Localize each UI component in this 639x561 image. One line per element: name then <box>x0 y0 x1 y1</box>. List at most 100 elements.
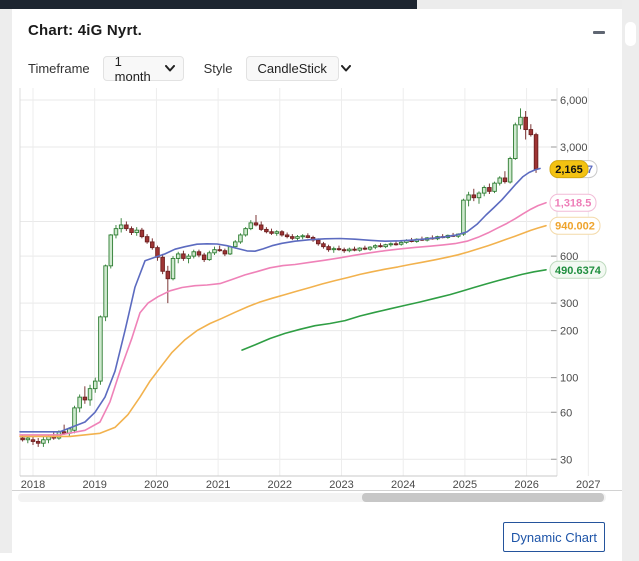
pink-ma-badge-text: 1,318.5 <box>555 198 592 210</box>
candle-down <box>315 239 321 245</box>
timeframe-select[interactable]: 1 month <box>102 53 184 84</box>
page-scrollbar-track[interactable] <box>622 0 639 561</box>
x-axis-label: 2025 <box>453 479 477 491</box>
ma-fast-blue-line <box>19 167 541 433</box>
candle-up <box>248 222 254 230</box>
candle-up <box>175 253 181 259</box>
candle-up <box>373 245 378 248</box>
dynamic-chart-button[interactable]: Dynamic Chart <box>503 522 605 552</box>
candle-up <box>191 251 197 257</box>
style-select[interactable]: CandleStick <box>245 56 351 81</box>
candle-up <box>41 439 46 444</box>
x-axis-label: 2018 <box>21 479 45 491</box>
candle-up <box>274 231 279 234</box>
candle-up <box>207 252 212 261</box>
ma-medium-pink-line <box>19 201 547 436</box>
minimize-icon[interactable] <box>592 22 606 36</box>
candle-down <box>196 251 202 256</box>
candle-down <box>139 229 145 238</box>
candle-down <box>165 270 171 280</box>
candle-up <box>118 224 124 230</box>
candle-down <box>129 228 134 233</box>
candle-down <box>222 250 228 255</box>
pink-ma-badge <box>549 193 597 212</box>
candle-down <box>30 439 36 442</box>
candle-up <box>170 257 176 280</box>
x-axis-label: 2026 <box>514 479 538 491</box>
candle-down <box>393 243 399 246</box>
candle-down <box>471 194 477 199</box>
candle-up <box>243 228 248 236</box>
ma-fast-badge-text: 7 <box>587 164 593 176</box>
candle-down <box>82 396 88 401</box>
y-axis-label: 30 <box>560 454 572 466</box>
candle-up <box>461 199 466 235</box>
candle-down <box>160 256 165 272</box>
candle-down <box>124 224 129 230</box>
y-axis-label: 600 <box>560 251 578 263</box>
candle-down <box>321 243 326 248</box>
candle-up <box>347 248 352 252</box>
y-axis-label: 6,000 <box>560 95 588 107</box>
y-axis-label: 60 <box>560 407 572 419</box>
candle-down <box>487 187 492 192</box>
candle-down <box>528 129 534 136</box>
candle-up <box>113 228 119 236</box>
x-axis-label: 2027 <box>576 479 600 491</box>
candle-up <box>87 388 93 401</box>
candle-up <box>134 229 139 233</box>
candle-up <box>227 246 233 255</box>
candle-down <box>279 231 285 236</box>
candle-up <box>212 249 217 254</box>
page-left-margin <box>0 9 12 553</box>
candle-down <box>150 241 155 249</box>
candle-up <box>103 265 108 318</box>
candle-up <box>367 246 373 250</box>
candle-up <box>492 182 497 192</box>
candle-down <box>502 177 508 183</box>
candle-down <box>523 116 528 131</box>
x-axis-label: 2022 <box>268 479 292 491</box>
page-scrollbar-thumb[interactable] <box>625 22 636 46</box>
candle-down <box>362 247 368 250</box>
chevron-down-icon <box>164 65 175 72</box>
candle-up <box>383 244 388 248</box>
timeframe-value: 1 month <box>114 53 151 84</box>
candle-up <box>238 234 243 243</box>
x-axis-label: 2023 <box>329 479 353 491</box>
candle-down <box>336 248 342 251</box>
chevron-down-icon <box>340 65 351 72</box>
y-axis-label: 3,000 <box>560 142 588 154</box>
style-label: Style <box>203 61 233 76</box>
candle-up <box>476 192 482 199</box>
chart-hscrollbar-thumb[interactable] <box>362 493 604 502</box>
candle-up <box>108 234 114 267</box>
candle-down <box>144 236 150 243</box>
candle-down <box>533 134 539 170</box>
candle-down <box>35 441 41 444</box>
candle-up <box>497 177 502 184</box>
candle-down <box>326 246 331 251</box>
candle-down <box>258 224 264 230</box>
candle-up <box>513 124 518 160</box>
candle-up <box>295 236 300 239</box>
candle-up <box>398 241 404 245</box>
current-price-badge-text: 2,165 <box>555 164 583 176</box>
candlestick-chart[interactable]: 6,0003,0001,0006003002001006030201820192… <box>12 85 622 492</box>
x-axis-label: 2020 <box>144 479 168 491</box>
candle-down <box>305 235 311 238</box>
green-ma-badge <box>549 260 607 279</box>
candle-up <box>357 247 362 251</box>
orange-ma-badge-text: 940.002 <box>555 221 595 233</box>
chart-hscrollbar-track[interactable] <box>18 493 606 502</box>
chart-controls: Timeframe 1 month Style CandleStick <box>28 53 351 84</box>
candle-down <box>284 234 290 238</box>
chart-panel: Chart: 4iG Nyrt. Timeframe 1 month Style… <box>12 9 622 505</box>
candle-up <box>186 255 191 259</box>
candle-down <box>269 231 274 234</box>
current-price-badge <box>549 160 589 179</box>
candle-down <box>341 249 347 252</box>
candle-up <box>388 243 394 246</box>
candle-up <box>25 437 31 441</box>
window-top-bar <box>0 0 417 9</box>
